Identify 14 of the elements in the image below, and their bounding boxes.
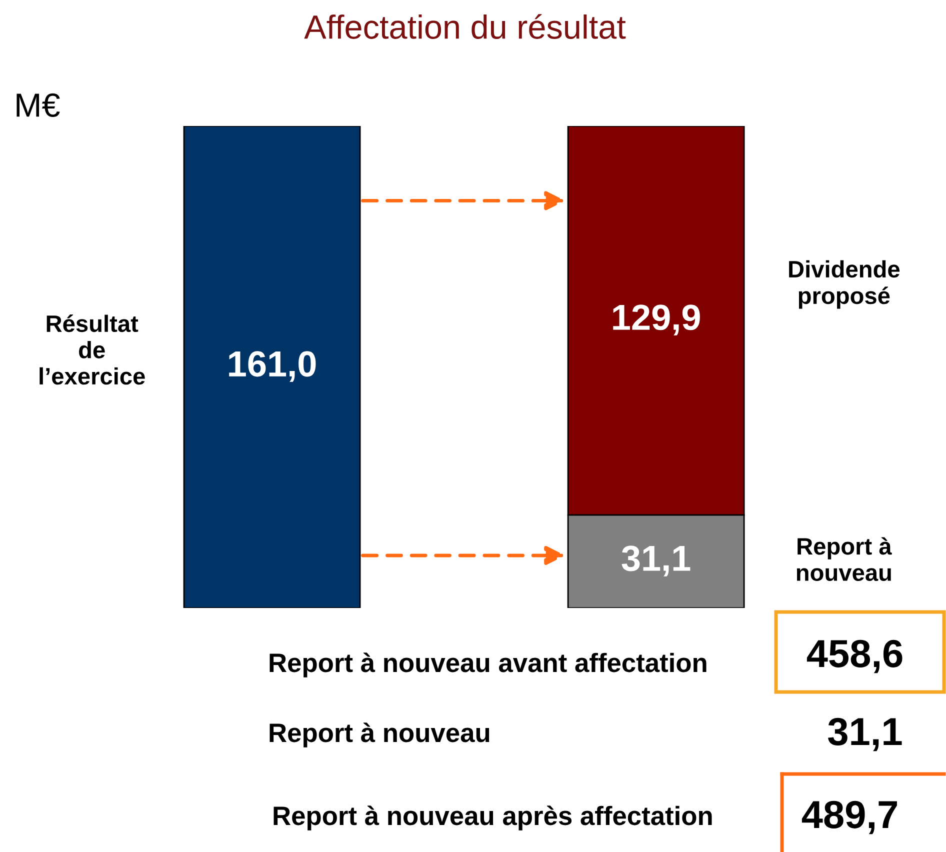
text: 31,1 xyxy=(828,718,902,752)
text: Report à nouveau avant affectation xyxy=(270,652,706,678)
chart-title: Affectation du résultat xyxy=(304,14,626,39)
series-label: Dividende proposé xyxy=(789,260,900,309)
data-label: 129,9 xyxy=(613,304,700,336)
data-label: 161,0 xyxy=(229,351,316,382)
data-label: 31,1 xyxy=(622,546,690,576)
text: 458,6 xyxy=(806,640,902,674)
text: Report à nouveau xyxy=(270,722,490,748)
text: Report à nouveau après affectation xyxy=(274,806,712,830)
text: Report à nouveau xyxy=(796,537,892,582)
series-label: Résultat de l’exercice xyxy=(40,314,145,385)
text: M€ xyxy=(16,93,60,117)
text: 489,7 xyxy=(802,800,897,834)
